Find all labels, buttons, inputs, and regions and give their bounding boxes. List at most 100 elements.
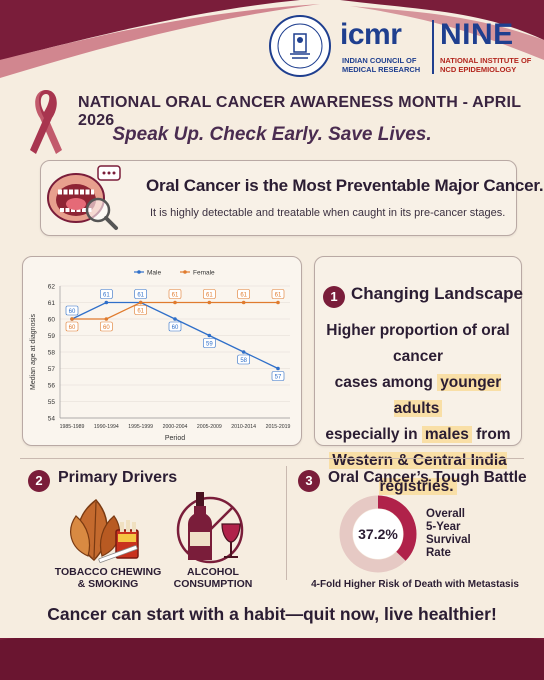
y-axis-label: Median age at diagnosis [30,314,37,390]
data-point [173,300,177,305]
landscape-heading: Changing Landscape [351,284,523,303]
awareness-ribbon-icon [30,90,62,154]
data-label: 61 [103,293,110,299]
tagline: Speak Up. Check Early. Save Lives. [112,124,432,145]
x-tick-label: 1995-1999 [128,424,153,430]
logo-divider [432,20,434,74]
x-tick-label: 1990-1994 [94,424,119,430]
data-label: 58 [240,358,247,364]
data-label: 60 [69,309,76,315]
landscape-line-3: especially in males from [325,426,511,443]
legend-entry: Female [193,270,215,277]
y-tick-label: 62 [48,284,56,291]
data-label-box [65,305,79,316]
x-tick-label: 2015-2019 [266,424,291,430]
data-label: 61 [275,293,282,299]
y-tick-label: 55 [48,399,56,406]
data-point [241,350,246,354]
data-point [276,300,280,305]
metastasis-note: 4-Fold Higher Risk of Death with Metasta… [311,579,519,590]
legend-entry: Male [147,270,161,277]
landscape-line-4: Western & Central India registries. [316,448,520,500]
tobacco-leaf-cigarette-icon [70,498,139,563]
legend-marker [183,270,187,274]
data-point [104,317,109,321]
data-label: 61 [137,309,144,315]
y-tick-label: 60 [48,317,56,324]
data-label: 57 [275,375,282,381]
data-label-box [203,338,216,348]
page-title: NATIONAL ORAL CANCER AWARENESS MONTH - A… [78,94,521,129]
landscape-line-2: cases among younger adults [334,374,502,417]
y-tick-label: 61 [48,300,56,307]
survival-label: Overall 5-Year Survival Rate [426,508,471,559]
y-tick-label: 54 [48,416,56,423]
data-label: 60 [103,325,110,331]
landscape-text: Higher proportion of oral cancer cases a… [316,318,520,500]
landscape-line-1: Higher proportion of oral cancer [326,322,510,365]
icmr-logo-text: icmr [340,18,402,51]
column-divider [286,466,287,580]
step-number-3: 3 [298,470,320,492]
median-age-line-chart: 54 55 56 57 58 59 60 61 62 1985-1989 1990-1994 1995… [30,270,291,443]
data-point [207,333,212,338]
legend-marker [137,270,141,274]
nine-subtitle: NATIONAL INSTITUTE OF NCD EPIDEMIOLOGY [440,56,532,74]
y-tick-label: 58 [48,350,56,357]
section-divider [20,458,524,459]
data-label: 61 [137,293,144,299]
x-tick-label: 2005-2009 [197,424,222,430]
data-label: 60 [172,325,179,331]
y-tick-label: 56 [48,383,56,390]
x-tick-label: 2010-2014 [231,424,256,430]
x-axis-label: Period [165,435,185,442]
wine-bottle-glass-icon [176,492,244,564]
survival-percent: 37.2% [358,526,398,542]
y-tick-label: 59 [48,333,56,340]
data-label-box [65,321,79,332]
x-tick-label: 1985-1989 [60,424,85,430]
open-mouth-magnifier-icon [47,165,121,230]
data-label: 61 [206,293,213,299]
alcohol-label: ALCOHOL CONSUMPTION [173,566,253,590]
footer-band [0,596,544,638]
data-label: 59 [206,342,213,348]
data-label: 61 [172,293,179,299]
data-label-box [134,305,147,315]
battle-heading: Oral Cancer’s Tough Battle [328,469,527,486]
data-label-box [271,371,285,381]
data-label-box [237,289,250,299]
data-label-box [271,289,285,299]
survival-rate-donut: 37.2% [339,495,417,573]
chart-card [22,256,302,446]
data-point [104,300,109,305]
step-number-1: 1 [323,286,345,308]
data-label-box [134,289,147,299]
footer-message: Cancer can start with a habit—quit now, … [47,604,497,624]
preventable-subtitle: It is highly detectable and treatable wh… [150,207,506,219]
drivers-heading: Primary Drivers [58,469,178,486]
data-point [207,300,212,305]
step-number-2: 2 [28,470,50,492]
data-label: 61 [240,293,247,299]
data-label-box [100,289,113,299]
series-line-female [72,301,278,320]
data-point [138,300,143,305]
donut-fill [339,495,417,573]
data-label-box [100,321,113,332]
data-label-box [203,289,216,299]
y-tick-label: 57 [48,366,56,373]
data-label: 60 [69,325,76,331]
x-tick-label: 2000-2004 [163,424,188,430]
data-point [70,317,74,321]
tobacco-label: TOBACCO CHEWING & SMOKING [54,566,162,590]
data-point [276,366,280,371]
highlight-males: males [421,426,472,443]
data-point [241,300,246,305]
data-label-box [237,354,250,365]
data-label-box [168,321,182,332]
nine-logo-text: NINE [440,18,514,51]
header-wave-decoration [0,0,544,78]
data-point [173,317,177,321]
icmr-subtitle: INDIAN COUNCIL OF MEDICAL RESEARCH [342,56,421,74]
